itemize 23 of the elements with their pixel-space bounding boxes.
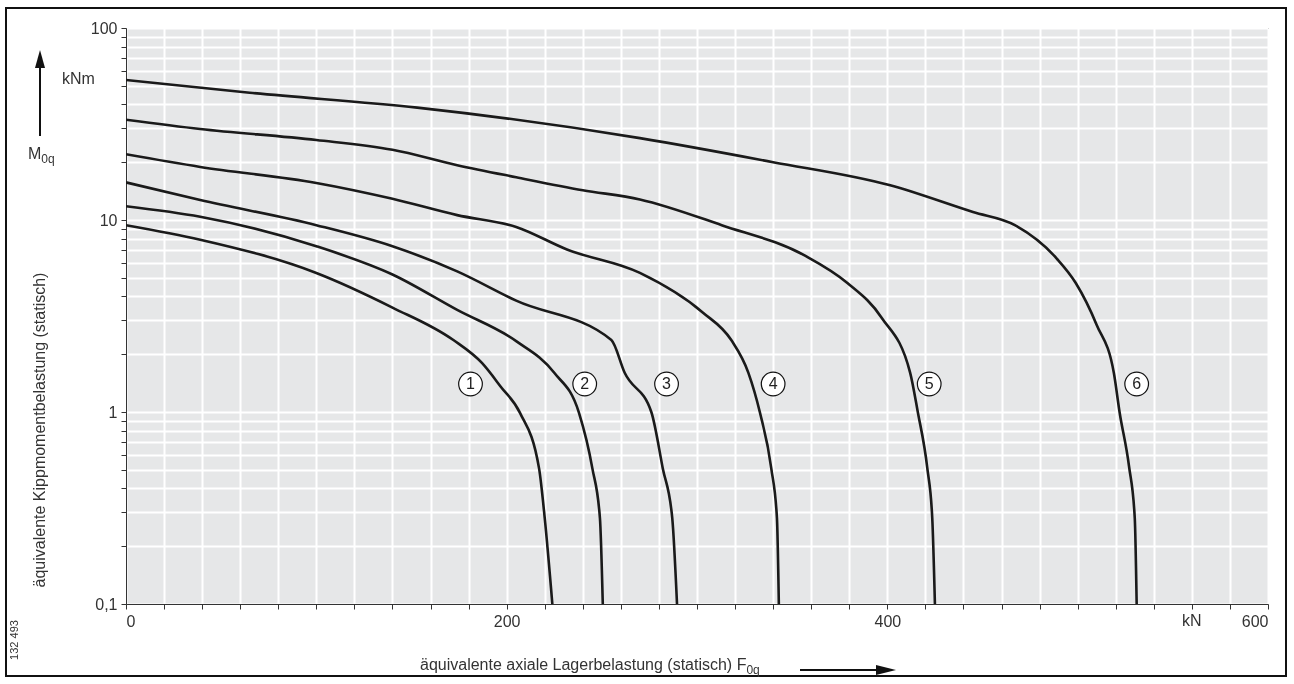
annotation: 2 bbox=[580, 374, 590, 392]
line-series bbox=[126, 181, 679, 604]
text: 132 493 bbox=[8, 620, 20, 660]
annotation: 4 bbox=[768, 374, 778, 392]
text: kNm bbox=[62, 70, 95, 88]
x-tick-label: 0 bbox=[126, 612, 136, 630]
line-series bbox=[126, 118, 937, 604]
text: M$_{0q}$ bbox=[28, 145, 55, 167]
x-tick-label: 400 bbox=[874, 612, 902, 630]
y-axis-title: äquivalente Kippmomentbelastung (statisch) bbox=[31, 272, 49, 588]
y-tick-label: 10 bbox=[99, 211, 118, 229]
line-series bbox=[126, 152, 781, 604]
annotation: 1 bbox=[466, 374, 476, 392]
x-tick-label: 600 bbox=[1241, 612, 1269, 630]
y-tick-label: 0,1 bbox=[95, 595, 118, 613]
x-tick-label: 200 bbox=[493, 612, 521, 630]
y-tick-label: 100 bbox=[90, 19, 118, 37]
annotation: 6 bbox=[1132, 374, 1142, 392]
x-axis-title: äquivalente axiale Lagerbelastung (statisch) F$_{0q}$ bbox=[420, 656, 760, 678]
y-tick-label: 1 bbox=[108, 403, 118, 421]
text: kN bbox=[1182, 612, 1202, 630]
annotation: 3 bbox=[662, 374, 672, 392]
annotation: 5 bbox=[924, 374, 934, 392]
